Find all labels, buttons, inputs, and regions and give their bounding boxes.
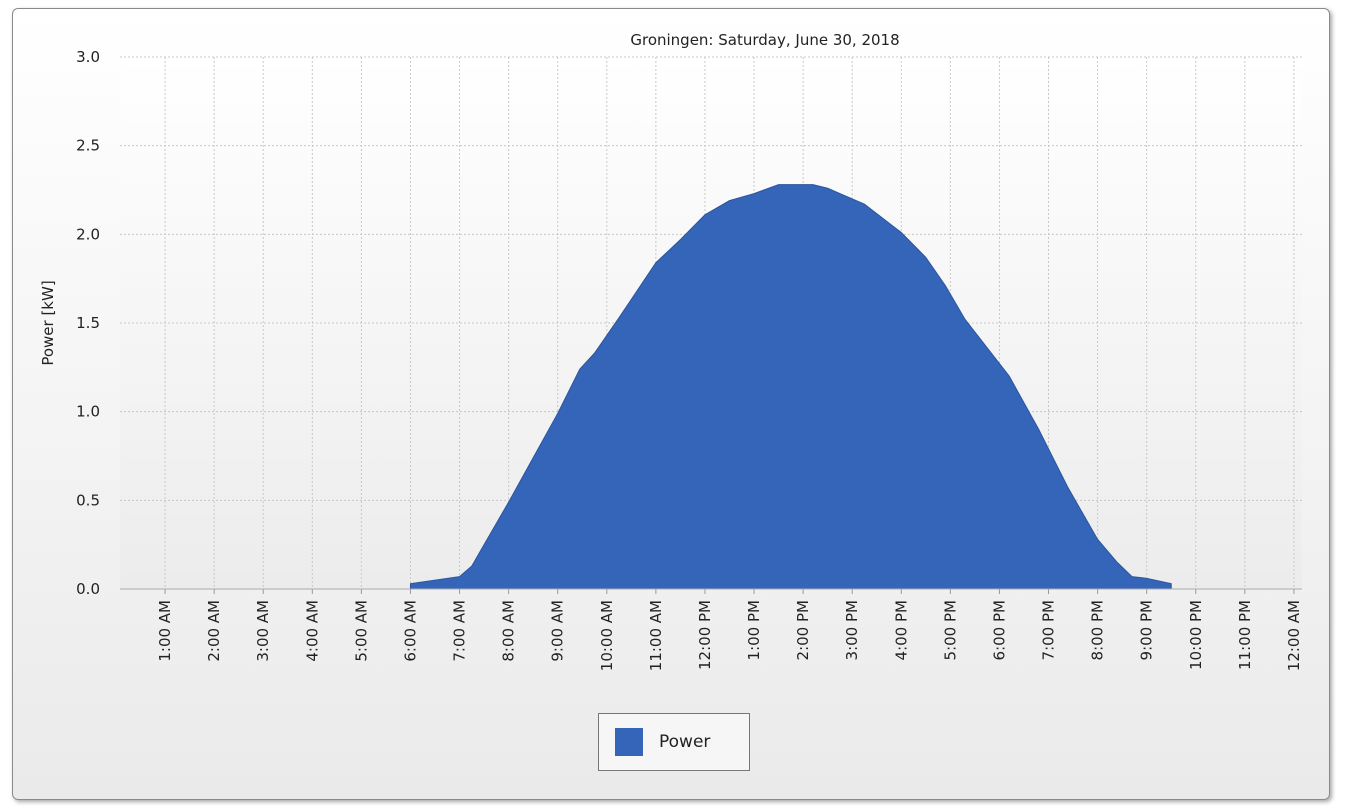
x-tick-label: 4:00 AM: [303, 600, 321, 662]
x-tick-label: 12:00 AM: [1285, 600, 1303, 671]
y-axis-label: Power [kW]: [39, 280, 57, 365]
chart-title: Groningen: Saturday, June 30, 2018: [630, 31, 899, 49]
x-tick-label: 2:00 AM: [205, 600, 223, 662]
x-tick-label: 3:00 PM: [843, 600, 861, 660]
x-tick-label: 6:00 AM: [401, 600, 419, 662]
y-tick-label: 0.5: [76, 491, 100, 509]
x-tick-label: 2:00 PM: [794, 600, 812, 660]
y-tick-label: 0.0: [76, 580, 100, 598]
x-tick-label: 7:00 AM: [451, 600, 469, 662]
x-tick-label: 10:00 PM: [1187, 600, 1205, 670]
x-tick-label: 4:00 PM: [892, 600, 910, 660]
y-tick-label: 2.0: [76, 225, 100, 243]
legend: Power: [598, 713, 750, 771]
legend-label: Power: [659, 732, 711, 752]
x-tick-label: 10:00 AM: [598, 600, 616, 671]
area-series-power: [409, 184, 1172, 590]
x-tick-label: 9:00 PM: [1138, 600, 1156, 660]
x-tick-label: 1:00 PM: [745, 600, 763, 660]
x-tick-label: 5:00 AM: [352, 600, 370, 662]
x-tick-label: 9:00 AM: [549, 600, 567, 662]
x-tick-label: 7:00 PM: [1040, 600, 1058, 660]
x-tick-label: 1:00 AM: [156, 600, 174, 662]
y-axis: 0.0 0.5 1.0 1.5 2.0 2.5 3.0: [76, 48, 100, 598]
y-tick-label: 2.5: [76, 137, 100, 155]
series-area: [409, 184, 1172, 590]
x-tick-label: 5:00 PM: [941, 600, 959, 660]
x-tick-label: 6:00 PM: [990, 600, 1008, 660]
x-axis: 1:00 AM 2:00 AM 3:00 AM 4:00 AM 5:00 AM 6:00 …: [120, 588, 1303, 671]
y-tick-label: 1.0: [76, 403, 100, 421]
x-tick-label: 8:00 AM: [500, 600, 518, 662]
x-tick-label: 11:00 AM: [647, 600, 665, 671]
x-tick-label: 11:00 PM: [1236, 600, 1254, 670]
x-tick-label: 8:00 PM: [1089, 600, 1107, 660]
x-tick-label: 3:00 AM: [254, 600, 272, 662]
y-tick-label: 1.5: [76, 314, 100, 332]
y-tick-label: 3.0: [76, 48, 100, 66]
x-tick-label: 12:00 PM: [696, 600, 714, 670]
legend-swatch: [615, 728, 643, 756]
